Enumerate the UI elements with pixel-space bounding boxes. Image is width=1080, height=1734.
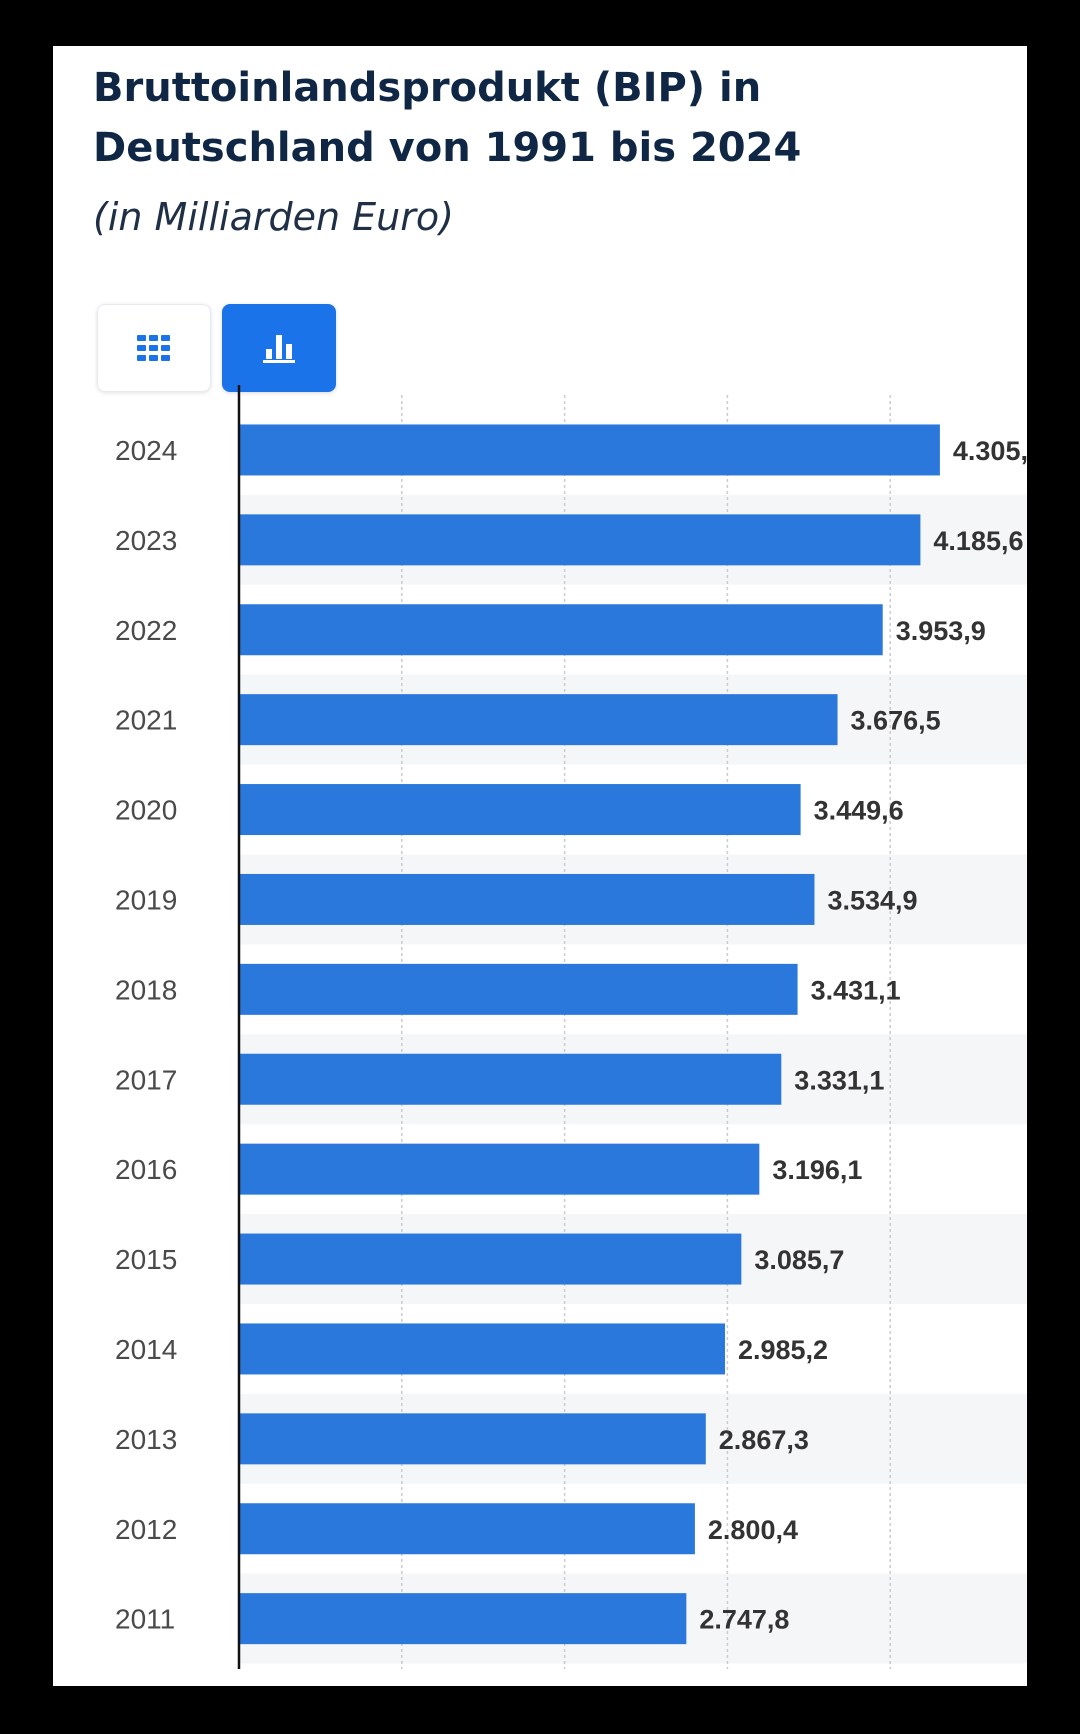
bar-2012 xyxy=(239,1503,695,1555)
chart-title: Bruttoinlandsprodukt (BIP) in Deutschlan… xyxy=(93,65,802,171)
value-label-2017: 3.331,1 xyxy=(794,1065,884,1095)
value-label-2020: 3.449,6 xyxy=(814,796,904,826)
value-label-2023: 4.185,6 xyxy=(933,526,1023,556)
bar-2019 xyxy=(239,873,815,925)
category-label-2015: 2015 xyxy=(115,1244,177,1275)
value-label-2016: 3.196,1 xyxy=(772,1155,862,1185)
value-label-2018: 3.431,1 xyxy=(811,975,901,1005)
category-label-2020: 2020 xyxy=(115,795,177,826)
value-label-2015: 3.085,7 xyxy=(754,1245,844,1275)
value-label-2011: 2.747,8 xyxy=(699,1605,789,1635)
category-label-2024: 2024 xyxy=(115,435,177,466)
category-label-2019: 2019 xyxy=(115,884,177,915)
bar-chart-icon xyxy=(263,335,295,363)
value-label-2013: 2.867,3 xyxy=(719,1425,809,1455)
value-label-2021: 3.676,5 xyxy=(851,706,941,736)
value-label-2014: 2.985,2 xyxy=(738,1335,828,1365)
table-grid-icon xyxy=(137,335,170,361)
bar-2015 xyxy=(239,1233,742,1285)
bar-2021 xyxy=(239,694,838,746)
value-label-2022: 3.953,9 xyxy=(896,616,986,646)
category-label-2011: 2011 xyxy=(115,1604,175,1635)
bar-2013 xyxy=(239,1413,706,1465)
category-label-2016: 2016 xyxy=(115,1154,177,1185)
category-label-2023: 2023 xyxy=(115,525,177,556)
bar-2018 xyxy=(239,963,798,1015)
bar-chart: 2024 2023 2022 2021 2020 2019 2018 2017 2016 2015… xyxy=(115,385,1027,1669)
bar-2023 xyxy=(239,514,921,566)
value-label-2019: 3.534,9 xyxy=(827,885,917,915)
bar-2011 xyxy=(239,1593,687,1645)
bar-2016 xyxy=(239,1143,760,1195)
category-label-2014: 2014 xyxy=(115,1334,177,1365)
category-label-2013: 2013 xyxy=(115,1424,177,1455)
bar-2024 xyxy=(239,424,940,476)
bar-2020 xyxy=(239,784,801,836)
category-label-2018: 2018 xyxy=(115,974,177,1005)
category-label-2021: 2021 xyxy=(115,705,177,736)
chart-panel: Bruttoinlandsprodukt (BIP) in Deutschlan… xyxy=(53,46,1027,1686)
bar-2014 xyxy=(239,1323,725,1375)
bar-2022 xyxy=(239,604,883,656)
bar-2017 xyxy=(239,1053,782,1105)
chart-subtitle: (in Milliarden Euro) xyxy=(93,195,454,239)
category-label-2012: 2012 xyxy=(115,1514,177,1545)
value-label-2024: 4.305,3 xyxy=(953,436,1027,466)
category-label-2017: 2017 xyxy=(115,1064,177,1095)
table-view-button[interactable] xyxy=(97,304,211,392)
value-label-2012: 2.800,4 xyxy=(708,1515,798,1545)
category-label-2022: 2022 xyxy=(115,615,177,646)
chart-view-button[interactable] xyxy=(222,304,336,392)
